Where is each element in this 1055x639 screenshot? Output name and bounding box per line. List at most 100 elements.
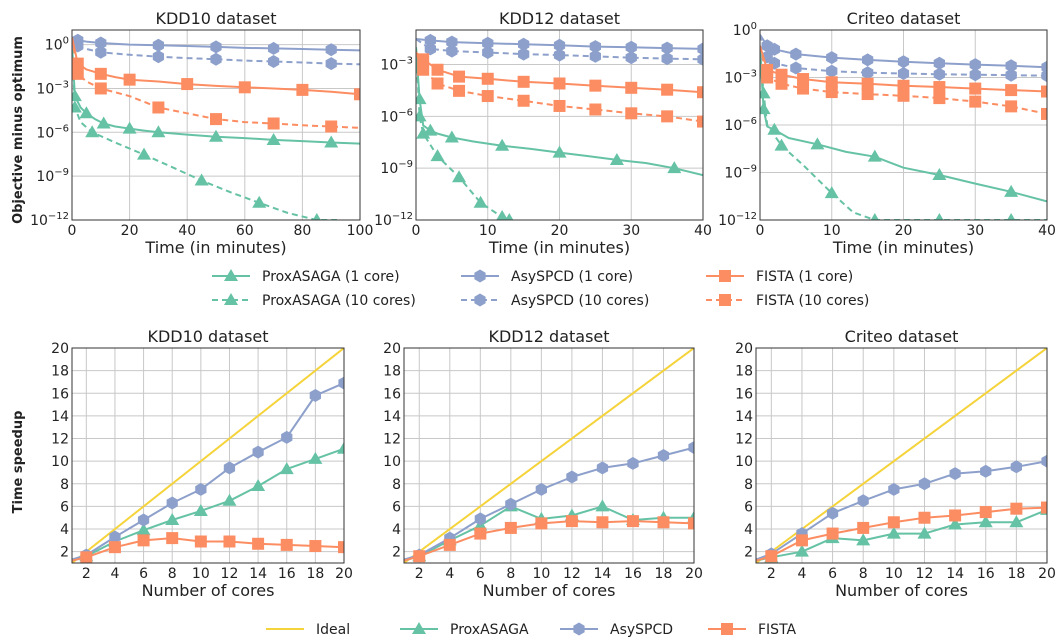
data-point <box>625 51 637 65</box>
data-point <box>122 121 137 134</box>
y-tick-label: 16 <box>383 386 401 402</box>
data-point <box>918 477 931 491</box>
data-point <box>95 36 107 50</box>
data-point <box>553 38 566 52</box>
legend-label: FISTA (10 cores) <box>756 293 869 309</box>
x-tick-label: 18 <box>306 566 324 582</box>
y-tick-label: 10 <box>51 454 69 470</box>
y-tick-label: 12 <box>735 432 753 448</box>
legend-label: ProxASAGA (1 core) <box>262 269 400 285</box>
x-tick-label: 20 <box>121 223 139 239</box>
y-tick-label: 4 <box>392 522 401 538</box>
data-point <box>424 42 436 56</box>
plot-frame <box>759 29 1048 221</box>
data-point <box>1010 502 1023 515</box>
data-point <box>969 95 982 108</box>
triangle-marker-icon <box>224 293 238 305</box>
plot-frame <box>403 347 695 564</box>
y-tick-label: 20 <box>51 341 69 357</box>
data-point <box>897 89 910 102</box>
data-point <box>222 493 237 506</box>
data-point <box>279 462 294 475</box>
x-tick-label: 4 <box>110 566 119 582</box>
triangle-marker-icon <box>224 269 238 281</box>
data-point <box>862 53 874 67</box>
y-tick-label: 18 <box>383 364 401 380</box>
panel-title: KDD10 dataset <box>155 9 276 28</box>
plot-frame <box>71 347 345 564</box>
data-point <box>760 102 771 115</box>
x-tick-label: 6 <box>476 566 485 582</box>
square-marker-icon <box>721 623 733 635</box>
data-point <box>505 497 517 511</box>
data-point <box>1005 100 1018 113</box>
y-tick-label: 10−6 <box>36 123 69 141</box>
y-tick-label: 8 <box>392 477 401 493</box>
data-point <box>194 173 209 186</box>
data-point <box>887 516 900 529</box>
data-point <box>296 83 309 96</box>
x-tick-label: 6 <box>139 566 148 582</box>
x-tick-label: 12 <box>221 566 239 582</box>
y-tick-label: 8 <box>744 477 753 493</box>
data-point <box>108 541 121 554</box>
data-point <box>95 45 107 59</box>
data-point <box>794 544 809 557</box>
x-tick-label: 60 <box>236 223 254 239</box>
data-point <box>505 213 514 220</box>
x-tick-label: 40 <box>694 223 712 239</box>
data-point <box>897 55 910 69</box>
x-axis-label: Number of cores <box>483 581 616 600</box>
data-point <box>790 61 802 75</box>
x-tick-label: 10 <box>192 566 210 582</box>
data-point <box>79 106 94 119</box>
data-point <box>979 506 992 519</box>
data-point <box>496 209 508 220</box>
data-point <box>423 123 438 136</box>
x-tick-label: 6 <box>828 566 837 582</box>
x-tick-label: 10 <box>885 566 903 582</box>
data-point <box>969 58 981 72</box>
y-tick-label: 4 <box>744 522 753 538</box>
data-point <box>474 527 487 540</box>
series-group <box>72 33 360 220</box>
data-point <box>935 213 944 220</box>
series-group <box>756 348 1047 563</box>
data-point <box>424 33 436 47</box>
data-point <box>80 551 93 563</box>
legend-entry-asyspcd-10-cores: AsySPCD (10 cores) <box>461 293 649 309</box>
y-tick-label: 6 <box>744 499 753 515</box>
series-line-proxasaga-10-cores <box>72 44 337 220</box>
triangle-marker-icon <box>412 622 426 634</box>
legend-label: ProxASAGA (10 cores) <box>262 293 416 309</box>
data-point <box>933 67 945 81</box>
data-point <box>431 63 444 76</box>
data-point <box>416 126 431 139</box>
data-point <box>857 521 870 534</box>
data-point <box>589 103 602 116</box>
legend-label: Ideal <box>316 622 350 638</box>
data-point <box>152 101 165 114</box>
series-line-ideal <box>404 348 694 563</box>
data-point <box>109 530 121 544</box>
data-point <box>697 42 703 56</box>
y-tick-label: 20 <box>383 341 401 357</box>
x-axis-label: Number of cores <box>142 581 275 600</box>
data-point <box>413 550 426 563</box>
legend-label: FISTA (1 core) <box>756 269 853 285</box>
data-point <box>589 49 601 63</box>
data-point <box>553 77 566 90</box>
data-point <box>165 513 180 525</box>
y-tick-label: 10−12 <box>718 211 757 229</box>
data-point <box>481 72 494 85</box>
data-point <box>238 81 251 94</box>
legend-entry-asyspcd: AsySPCD (1 core) <box>461 269 633 285</box>
data-point <box>933 56 945 70</box>
square-marker-icon <box>719 270 731 282</box>
series-line-proxasaga-10-cores <box>760 50 1047 220</box>
data-point <box>824 186 839 199</box>
data-point <box>1005 68 1017 82</box>
y-tick-label: 12 <box>51 432 69 448</box>
x-tick-label: 8 <box>168 566 177 582</box>
